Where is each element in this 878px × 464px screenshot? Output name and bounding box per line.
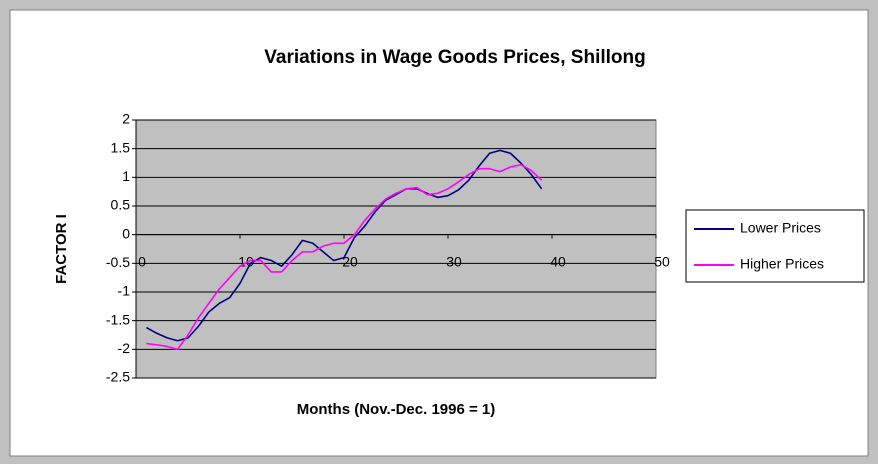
legend-label: Higher Prices (740, 256, 824, 272)
line-series (146, 163, 543, 351)
y-tick-label: 0.5 (111, 197, 131, 213)
x-tick-label: 30 (446, 253, 462, 269)
y-tick-label: -2 (118, 340, 131, 356)
x-axis-label: Months (Nov.-Dec. 1996 = 1) (297, 401, 496, 418)
x-tick-label: 0 (138, 253, 146, 269)
x-tick-label: 50 (654, 253, 670, 269)
x-tick-label: 40 (550, 253, 566, 269)
legend (685, 209, 865, 283)
y-tick-label: 0 (122, 225, 130, 241)
y-tick-label: -1.5 (106, 311, 130, 327)
y-tick-label: -0.5 (106, 254, 130, 270)
plot-area (135, 119, 657, 379)
y-axis-label: FACTOR I (53, 214, 70, 284)
y-tick-label: -1 (118, 283, 131, 299)
legend-label: Lower Prices (740, 220, 821, 236)
y-tick-label: 1 (122, 168, 130, 184)
y-tick-label: 1.5 (111, 139, 131, 155)
x-tick-label: 20 (342, 253, 358, 269)
y-tick-label: 2 (122, 111, 130, 127)
x-tick-label: 10 (238, 253, 254, 269)
chart-title: Variations in Wage Goods Prices, Shillon… (264, 47, 645, 68)
y-tick-label: -2.5 (106, 369, 130, 385)
